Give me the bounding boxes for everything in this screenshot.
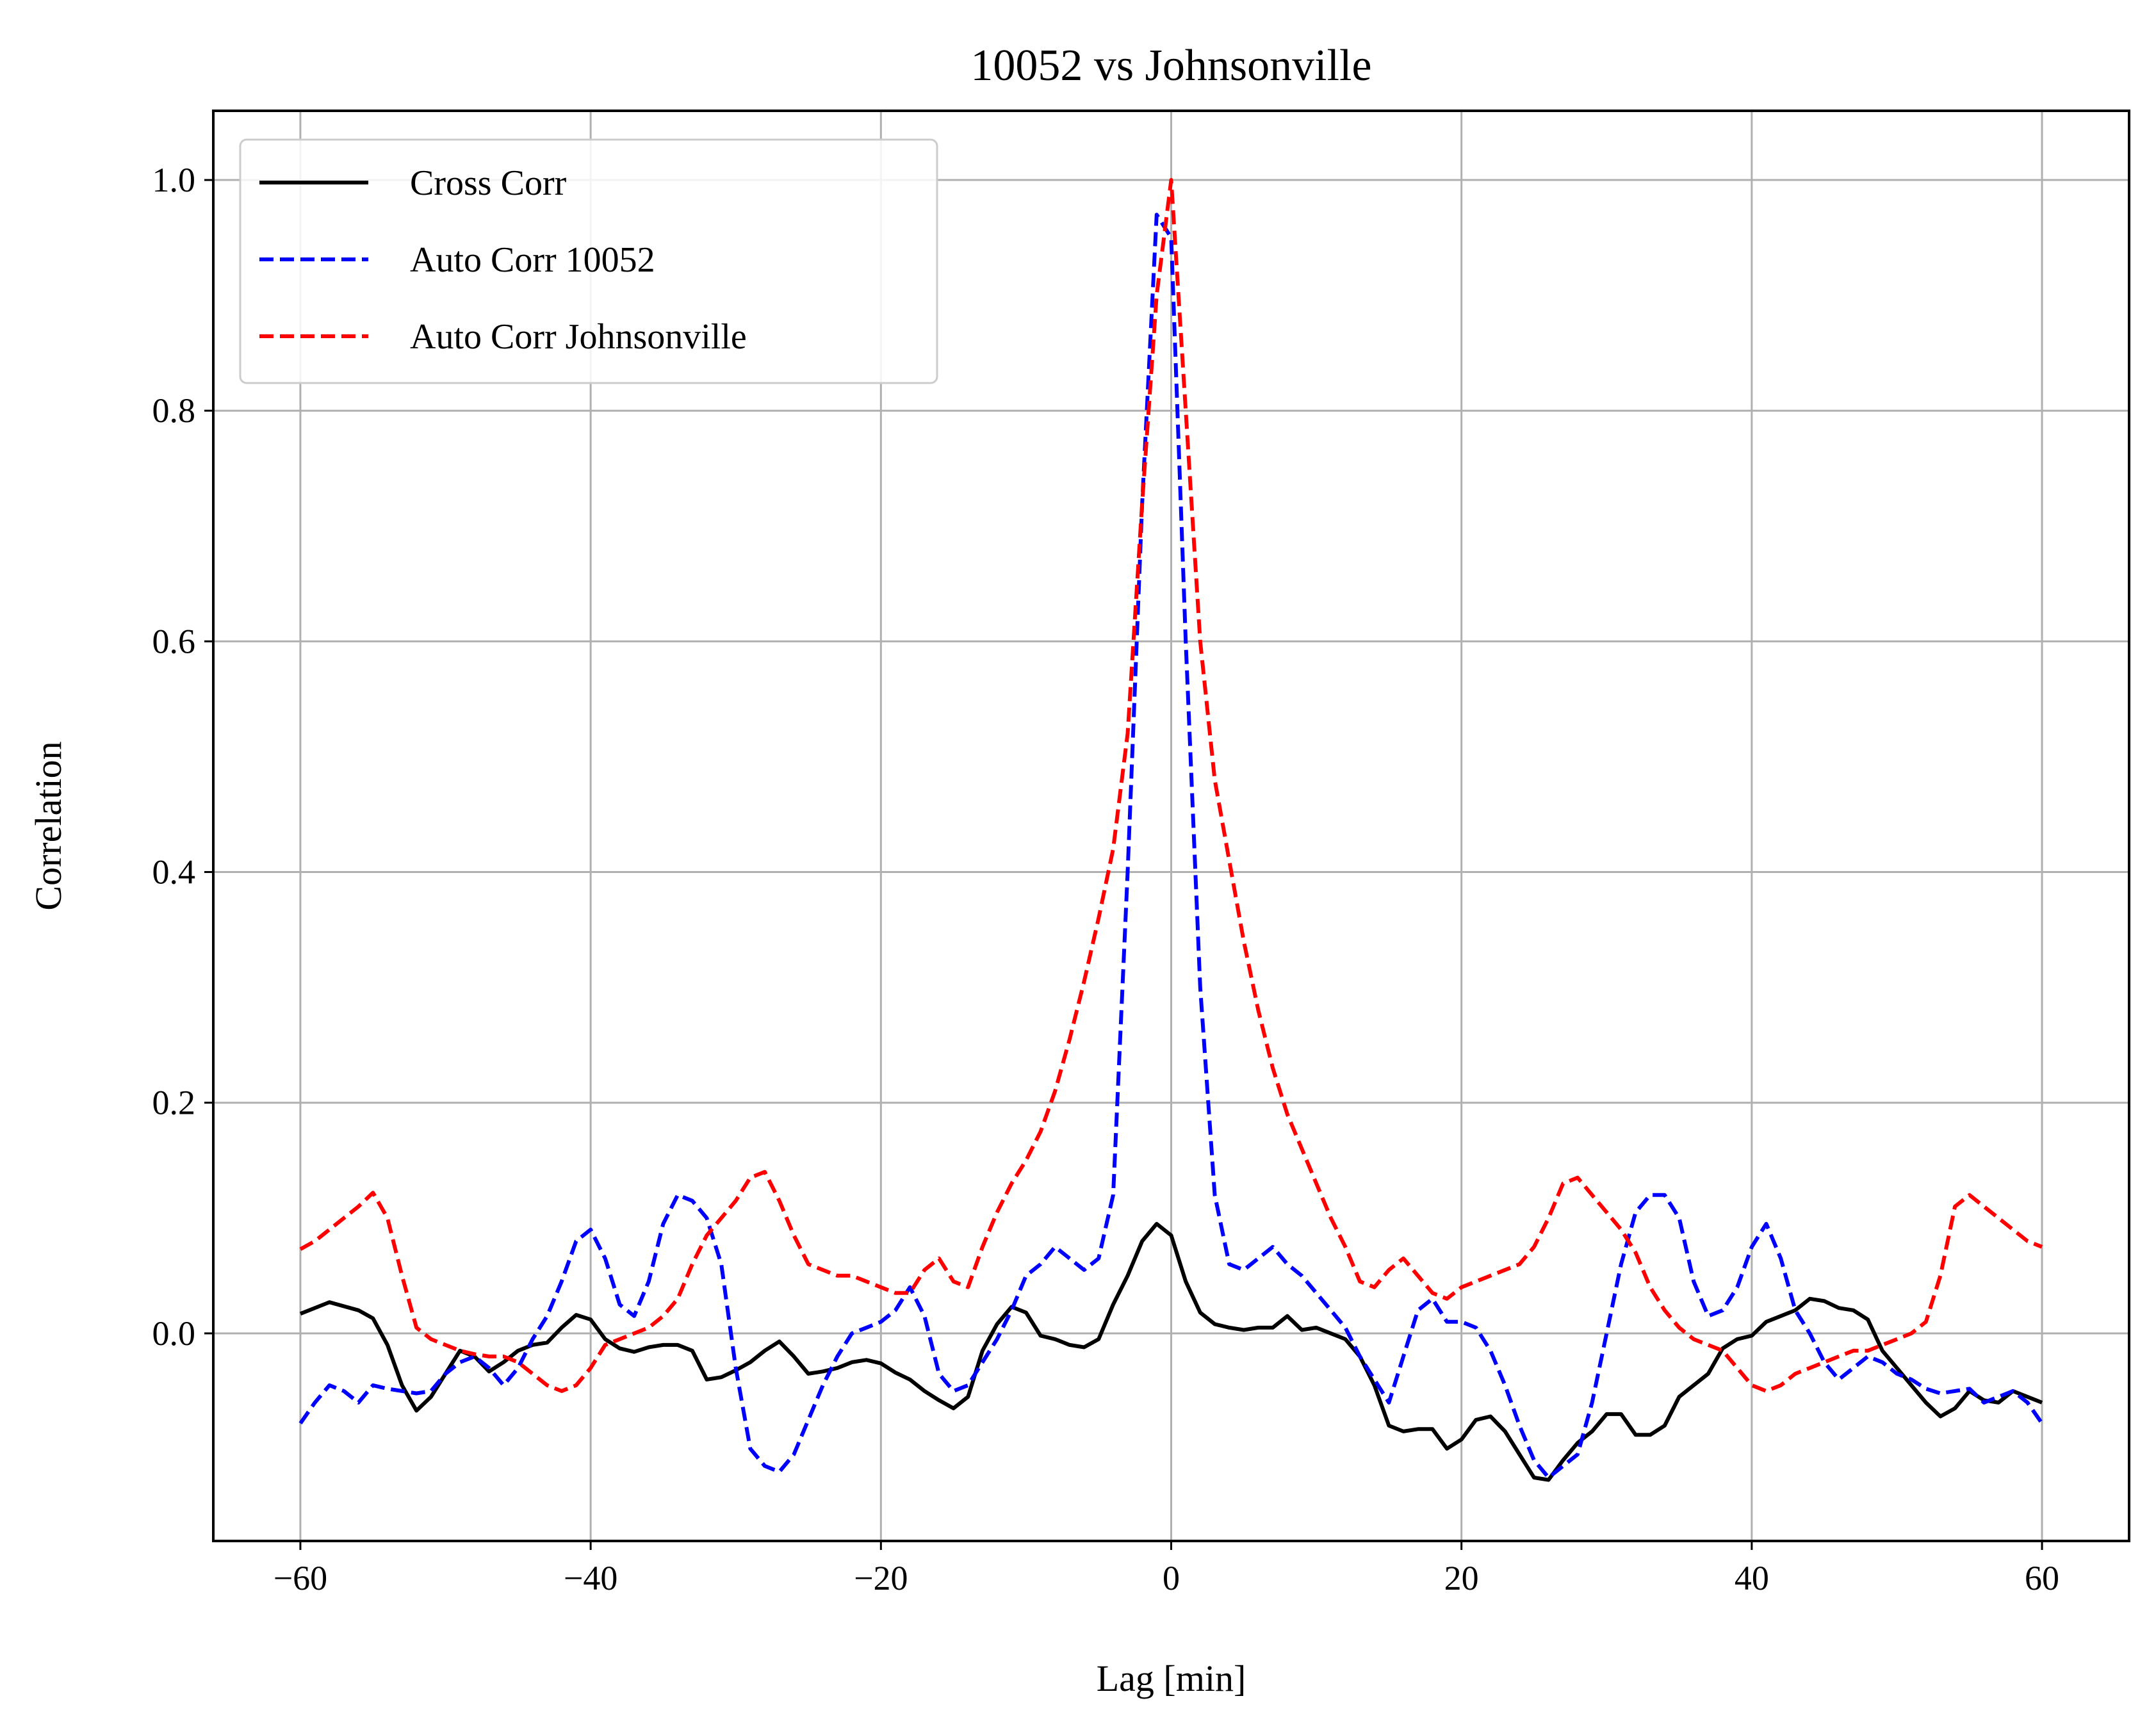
x-tick-label: 0 xyxy=(1163,1559,1180,1597)
series-line-3 xyxy=(299,178,2043,1393)
y-tick-label: 0.2 xyxy=(152,1084,196,1122)
x-axis-title: Lag [min] xyxy=(1097,1658,1246,1699)
legend-label: Auto Corr 10052 xyxy=(410,240,655,280)
series-line-1 xyxy=(299,1221,2043,1482)
x-tick-label: −40 xyxy=(564,1559,617,1597)
chart-title: 10052 vs Johnsonville xyxy=(970,41,1371,90)
y-tick-label: 0.4 xyxy=(152,853,196,892)
plot-lines xyxy=(298,178,2044,1482)
legend: Cross Corr Auto Corr 10052 Auto Corr Johns… xyxy=(239,138,938,384)
x-tick-label: 40 xyxy=(1735,1559,1769,1597)
y-axis-title: Correlation xyxy=(28,741,69,910)
x-tick-label: 20 xyxy=(1444,1559,1479,1597)
legend-label: Cross Corr xyxy=(410,163,567,203)
axis-ticks: −60 −40 −20 0 20 40 60 0.0 0.2 0.4 0.6 0.8 1.0 xyxy=(152,161,2060,1597)
legend-label: Auto Corr Johnsonville xyxy=(410,317,747,357)
x-tick-label: −60 xyxy=(274,1559,327,1597)
y-tick-label: 1.0 xyxy=(152,161,196,199)
legend-box xyxy=(239,138,938,384)
y-tick-label: 0.8 xyxy=(152,391,196,430)
y-tick-label: 0.6 xyxy=(152,622,196,660)
y-tick-label: 0.0 xyxy=(152,1314,196,1353)
series-line-2 xyxy=(298,213,2044,1479)
x-tick-label: 60 xyxy=(2025,1559,2059,1597)
x-tick-label: −20 xyxy=(854,1559,908,1597)
